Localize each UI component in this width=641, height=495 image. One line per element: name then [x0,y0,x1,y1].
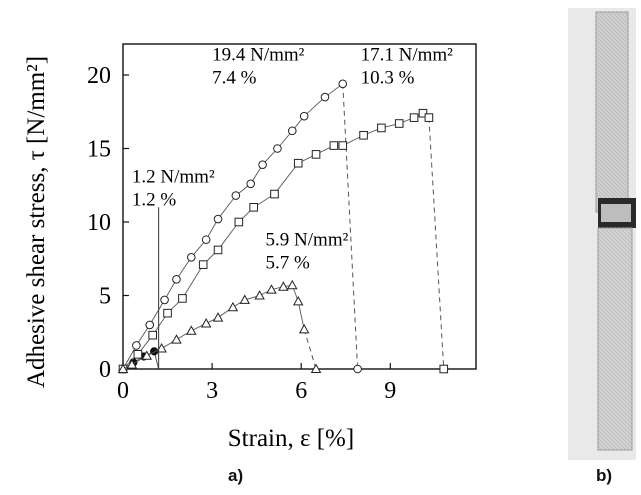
y-tick-label: 10 [87,210,111,236]
annotation-line: 1.2 % [132,189,177,210]
data-point [213,214,223,224]
data-point [187,252,196,262]
x-axis-label: Strain, ε [%] [228,425,354,452]
data-point [227,301,239,312]
data-point [287,126,297,136]
chart-axes [122,43,477,370]
data-point [273,144,282,153]
series-line [122,284,305,370]
chart-annotations: 19.4 N/mm² 7.4 % 17.1 N/mm² 10.3 % 1.2 N/mm²… [132,44,453,369]
data-point [141,350,153,360]
series-circle [118,79,362,374]
data-point [163,308,172,318]
series-triangle [117,279,322,374]
data-point [258,160,267,169]
data-point [132,341,141,350]
y-tick-label: 0 [99,357,111,383]
data-point [249,203,258,212]
data-point [394,119,404,128]
data-point [117,363,129,374]
annotation-label: 1.2 N/mm² 1.2 % [132,166,215,210]
data-point [266,284,277,294]
data-point [270,189,279,199]
annotation-line: 17.1 N/mm² [361,44,454,65]
data-point [213,245,223,255]
chart-ticks: 0 3 6 9 0 5 10 15 20 [87,63,396,404]
data-point [234,217,244,227]
annotation-line: 10.3 % [361,67,415,88]
data-point [148,330,157,340]
series-line [122,83,344,370]
data-point [418,108,428,118]
data-point [198,260,208,269]
data-point [150,347,159,356]
data-point [311,150,321,159]
data-point [338,79,348,89]
data-point [298,323,310,334]
annotation-line: 5.7 % [266,253,311,274]
data-point [126,359,138,369]
data-point [329,141,339,150]
x-tick-label: 3 [206,378,218,404]
data-point [133,350,143,359]
x-tick-label: 9 [384,378,396,404]
plot-frame [122,43,477,370]
data-point [156,342,167,353]
specimen-photo-icon [568,8,636,460]
annotation-label: 19.4 N/mm² 7.4 % [212,44,305,88]
series-line [122,350,155,370]
x-tick-label: 0 [117,378,129,404]
shear-stress-chart: 0 3 6 9 0 5 10 15 20 19.4 N/mm² 7.4 % 17.1 N/mm² 10… [23,43,477,452]
data-point [424,113,434,122]
data-point [231,191,241,200]
data-point [254,290,265,300]
data-point [310,363,322,374]
data-point [239,294,251,304]
data-point [246,179,256,189]
y-tick-label: 5 [99,284,111,310]
annotation-label: 5.9 N/mm² 5.7 % [266,230,349,274]
annotation-line: 1.2 N/mm² [132,166,215,187]
data-point [409,113,419,122]
data-point [178,294,187,303]
failure-drop-line [303,329,317,370]
annotation-label: 17.1 N/mm² 10.3 % [361,44,454,88]
annotation-line: 19.4 N/mm² [212,44,305,65]
data-point [292,295,304,306]
y-axis-label: Adhesive shear stress, τ [N/mm²] [23,56,50,388]
failure-drop-line [342,83,359,370]
data-point [359,130,368,140]
data-point [200,318,212,328]
y-tick-label: 20 [87,63,111,89]
data-point [145,320,155,330]
data-point [201,235,211,244]
data-point [353,364,362,374]
data-point [160,295,169,305]
data-point [186,325,197,335]
data-point [287,279,298,290]
failure-drop-line [428,117,445,370]
caption-b: b) [596,466,613,485]
chart-series [117,79,449,374]
data-point [293,158,303,168]
x-tick-label: 6 [295,378,307,404]
data-point [377,123,386,133]
data-point [338,141,348,150]
data-point [212,312,224,322]
data-point [439,364,449,374]
y-tick-label: 15 [87,137,111,163]
data-point [320,92,330,102]
data-point [299,111,309,121]
data-point [171,334,182,344]
caption-a: a) [228,466,244,485]
data-point [172,275,181,284]
annotation-line: 5.9 N/mm² [266,230,349,251]
data-point [278,281,289,291]
annotation-line: 7.4 % [212,67,257,88]
